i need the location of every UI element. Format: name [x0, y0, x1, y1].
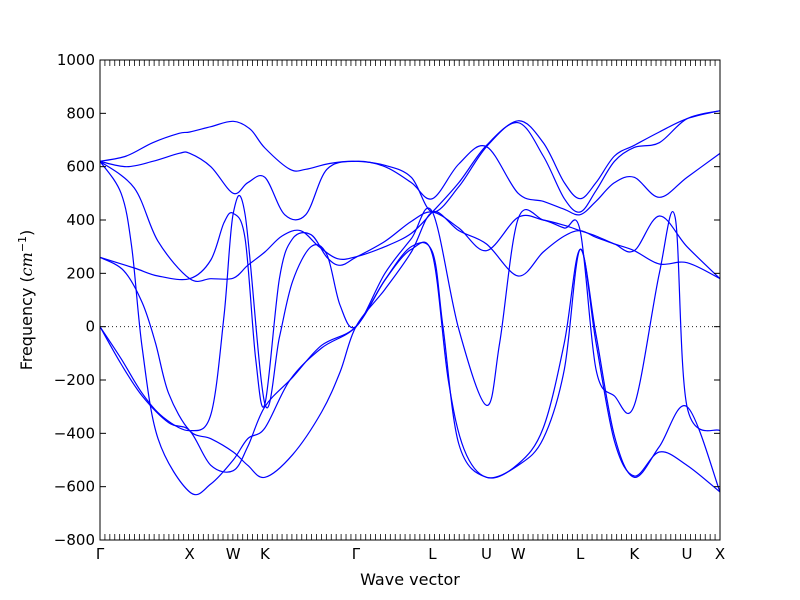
y-tick-label: 0	[85, 318, 95, 336]
band-line-3	[100, 211, 720, 408]
x-tick-label: Γ	[96, 545, 105, 563]
band-line-1	[100, 110, 720, 213]
y-tick-label: −800	[54, 531, 95, 549]
y-tick-label: 600	[66, 158, 95, 176]
y-tick-label: 800	[66, 104, 95, 122]
band-line-7	[100, 160, 720, 496]
band-line-8	[100, 145, 720, 221]
y-tick-label: −600	[54, 478, 95, 496]
x-tick-label: X	[185, 545, 195, 563]
series-layer	[100, 110, 720, 496]
band-line-4	[100, 210, 720, 479]
y-tick-label: 400	[66, 211, 95, 229]
band-line-5	[100, 195, 720, 432]
y-tick-label: 1000	[57, 51, 95, 69]
x-tick-label: K	[260, 545, 271, 563]
x-tick-label: L	[428, 545, 437, 563]
x-tick-label: L	[576, 545, 585, 563]
x-tick-label: U	[682, 545, 693, 563]
y-axis-label: Frequency (cm−1)	[16, 230, 36, 371]
x-tick-label: Γ	[352, 545, 361, 563]
y-tick-label: 200	[66, 264, 95, 282]
y-tick-label: −200	[54, 371, 95, 389]
x-tick-label: W	[226, 545, 241, 563]
x-tick-label: K	[629, 545, 640, 563]
band-line-6	[100, 241, 720, 493]
x-tick-label: U	[481, 545, 492, 563]
x-tick-label: W	[511, 545, 526, 563]
x-tick-label: X	[715, 545, 725, 563]
y-tick-label: −400	[54, 424, 95, 442]
axes-layer: −800 −600 −400 −200 0 200 400 600 800 1000 Γ X W K Γ L U…	[54, 51, 725, 563]
band-line-2	[100, 110, 720, 283]
x-axis-label: Wave vector	[360, 570, 460, 589]
labels-layer: Wave vector Frequency (cm−1)	[16, 230, 460, 589]
